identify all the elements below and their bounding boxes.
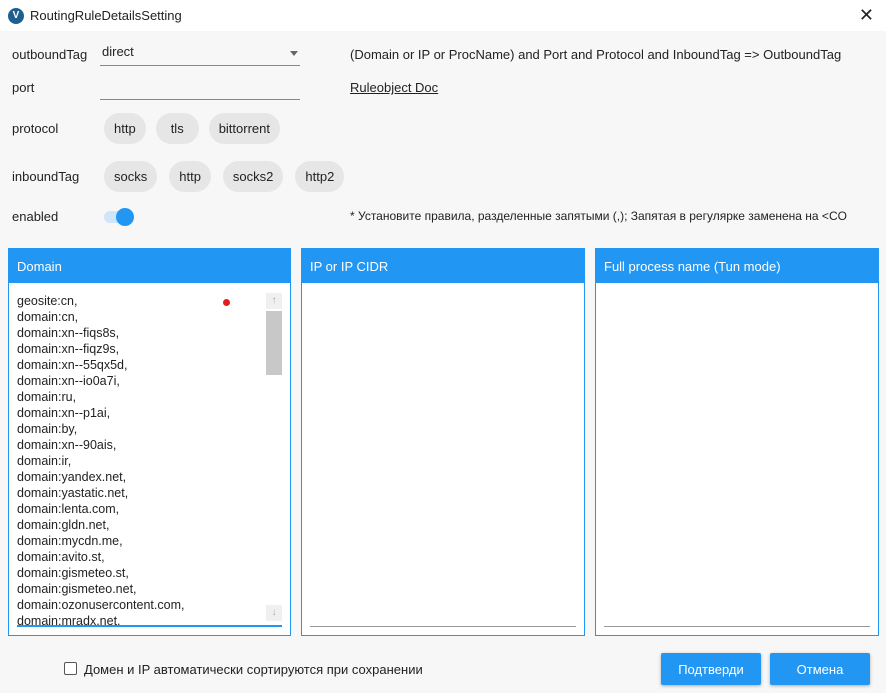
domain-line: domain:cn, xyxy=(17,310,79,324)
domain-line: domain:xn--90ais, xyxy=(17,438,117,452)
protocol-chip-tls[interactable]: tls xyxy=(155,113,199,144)
scrollbar[interactable]: ↑ ↓ xyxy=(266,293,282,621)
ruleobject-doc-link[interactable]: Ruleobject Doc xyxy=(350,80,439,95)
domain-line: geosite:cn, xyxy=(17,294,78,308)
domain-line: domain:ru, xyxy=(17,390,77,404)
port-label: port xyxy=(12,80,35,95)
outbound-tag-select[interactable]: direct xyxy=(100,44,300,66)
cancel-button[interactable]: Отмена xyxy=(770,653,870,685)
domain-line: domain:xn--p1ai, xyxy=(17,406,111,420)
title-bar: V RoutingRuleDetailsSetting ✕ xyxy=(0,0,886,31)
enabled-toggle[interactable] xyxy=(104,208,134,226)
inbound-chip-socks2[interactable]: socks2 xyxy=(222,161,284,192)
domain-line: domain:xn--fiqs8s, xyxy=(17,326,120,340)
outbound-tag-label: outboundTag xyxy=(12,47,88,62)
domain-line: domain:xn--55qx5d, xyxy=(17,358,128,372)
scrollbar-thumb[interactable] xyxy=(266,311,282,375)
separator-note: * Установите правила, разделенные запяты… xyxy=(350,209,847,223)
domain-line: domain:avito.st, xyxy=(17,550,105,564)
autosort-checkbox[interactable] xyxy=(64,662,77,675)
domain-line: domain:ir, xyxy=(17,454,72,468)
scroll-down-icon[interactable]: ↓ xyxy=(266,605,282,621)
process-textarea[interactable] xyxy=(604,293,870,627)
chevron-down-icon xyxy=(290,51,298,56)
app-logo-icon: V xyxy=(8,7,24,24)
window-title: RoutingRuleDetailsSetting xyxy=(30,8,182,23)
close-icon[interactable]: ✕ xyxy=(858,5,874,25)
domain-line: domain:gismeteo.net, xyxy=(17,582,137,596)
inbound-chip-socks[interactable]: socks xyxy=(104,161,158,192)
inbound-tag-chips: socks http socks2 http2 xyxy=(104,161,345,192)
ip-header: IP or IP CIDR xyxy=(302,249,584,283)
protocol-chips: http tls bittorrent xyxy=(104,113,280,144)
domain-line: domain:xn--fiqz9s, xyxy=(17,342,120,356)
confirm-button[interactable]: Подтверди xyxy=(661,653,761,685)
domain-line: domain:yastatic.net, xyxy=(17,486,129,500)
domain-line: domain:mradx.net, xyxy=(17,614,121,627)
domain-header: Domain xyxy=(9,249,290,283)
ip-textarea[interactable] xyxy=(310,293,576,627)
process-header: Full process name (Tun mode) xyxy=(596,249,878,283)
protocol-label: protocol xyxy=(12,121,59,136)
inbound-chip-http2[interactable]: http2 xyxy=(295,161,345,192)
rule-hint: (Domain or IP or ProcName) and Port and … xyxy=(350,47,842,62)
unsaved-dot xyxy=(223,299,230,306)
ip-panel: IP or IP CIDR xyxy=(301,248,585,636)
domain-line: domain:xn--io0a7i, xyxy=(17,374,120,388)
domain-line: domain:gldn.net, xyxy=(17,518,110,532)
enabled-label: enabled xyxy=(12,209,59,224)
port-input[interactable] xyxy=(100,78,300,100)
domain-line: domain:by, xyxy=(17,422,78,436)
protocol-chip-bittorrent[interactable]: bittorrent xyxy=(208,113,280,144)
domain-textarea[interactable]: ↑ ↓ geosite:cn, domain:cn, domain:xn--fiqs… xyxy=(17,293,282,627)
domain-line: domain:mycdn.me, xyxy=(17,534,123,548)
domain-line: domain:lenta.com, xyxy=(17,502,120,516)
autosort-label: Домен и IP автоматически сортируются при… xyxy=(84,662,423,677)
inbound-tag-label: inboundTag xyxy=(12,169,80,184)
inbound-chip-http[interactable]: http xyxy=(169,161,211,192)
domain-line: domain:ozonusercontent.com, xyxy=(17,598,185,612)
process-panel: Full process name (Tun mode) xyxy=(595,248,879,636)
domain-line: domain:yandex.net, xyxy=(17,470,127,484)
scroll-up-icon[interactable]: ↑ xyxy=(266,293,282,309)
protocol-chip-http[interactable]: http xyxy=(104,113,146,144)
domain-panel: Domain ↑ ↓ geosite:cn, domain:cn, domain:x… xyxy=(8,248,291,636)
outbound-tag-value: direct xyxy=(102,44,134,59)
domain-line: domain:gismeteo.st, xyxy=(17,566,129,580)
